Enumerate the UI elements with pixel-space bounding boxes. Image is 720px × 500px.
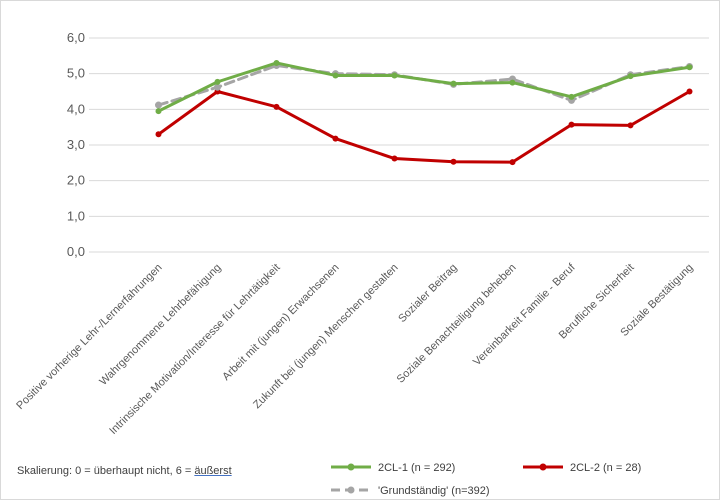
data-point [568, 121, 575, 128]
legend-label: 'Grundständig' (n=392) [378, 485, 490, 497]
series-line [157, 63, 691, 107]
y-tick-label: 0,0 [67, 244, 85, 259]
x-tick-label: Vereinbarkeit Familie - Beruf [471, 261, 578, 368]
y-tick-label: 3,0 [67, 137, 85, 152]
y-tick-label: 6,0 [67, 30, 85, 45]
data-point [155, 101, 162, 109]
data-point [155, 108, 162, 115]
series-line [157, 90, 691, 164]
data-point [686, 88, 693, 95]
y-tick-label: 5,0 [67, 66, 85, 81]
x-tick-label: Wahrgenommene Lehrbefähigung [97, 262, 223, 388]
data-point [627, 122, 634, 129]
data-point [509, 159, 516, 166]
data-point [450, 80, 457, 87]
data-point [155, 131, 162, 138]
y-tick-label: 2,0 [67, 173, 85, 188]
series-line [157, 61, 691, 113]
data-point [391, 72, 398, 79]
legend-swatch-marker [347, 463, 355, 471]
legend-label: 2CL-2 (n = 28) [570, 462, 641, 474]
data-point [214, 83, 221, 91]
data-point [273, 59, 280, 66]
data-point [627, 73, 634, 80]
data-point [391, 155, 398, 162]
x-tick-label: Soziale Benachteiligung beheben [395, 262, 519, 386]
data-point [686, 64, 693, 71]
scale-footnote: Skalierung: 0 = überhaupt nicht, 6 = äuß… [17, 465, 232, 477]
scale-footnote-link[interactable]: äußerst [194, 465, 232, 477]
data-point [332, 72, 339, 79]
x-tick-label: Sozialer Beitrag [396, 262, 459, 325]
data-point [509, 79, 516, 86]
legend-label: 2CL-1 (n = 292) [378, 462, 455, 474]
y-tick-label: 4,0 [67, 101, 85, 116]
y-tick-label: 1,0 [67, 208, 85, 223]
legend-swatch-marker [347, 486, 355, 494]
data-point [214, 78, 221, 85]
data-point [273, 103, 280, 110]
data-point [332, 135, 339, 142]
data-point [450, 158, 457, 165]
x-tick-label: Arbeit mit (jungen) Erwachsenen [220, 262, 341, 383]
legend-swatch-marker [539, 463, 547, 471]
data-point [568, 93, 575, 100]
scale-footnote-text: Skalierung: 0 = überhaupt nicht, 6 = [17, 465, 195, 477]
